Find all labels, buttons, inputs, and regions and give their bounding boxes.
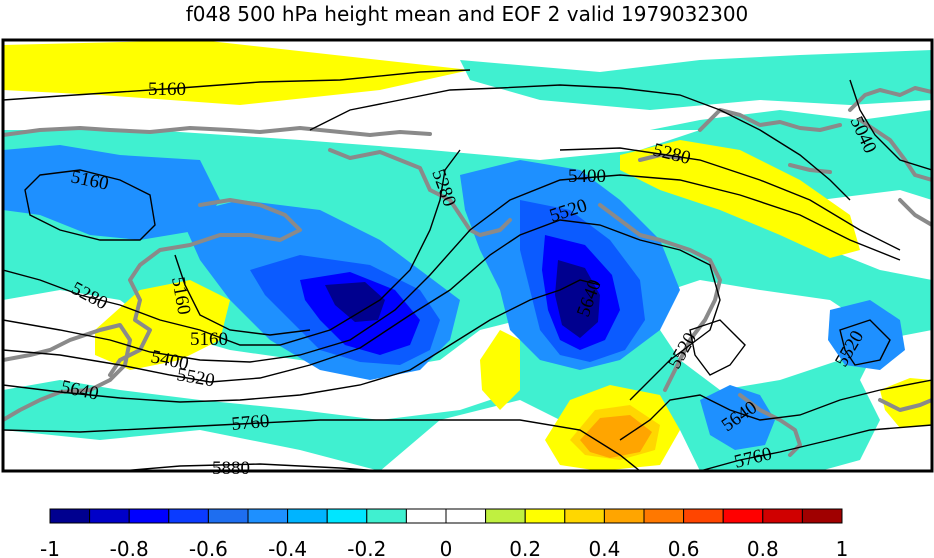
contour-layer xyxy=(3,69,932,471)
contour-label: 5160 xyxy=(190,329,228,350)
colorbar-tick-label: 1 xyxy=(836,537,849,558)
colorbar-tick-label: -0.8 xyxy=(110,537,149,558)
colorbar-swatch xyxy=(524,508,566,524)
navy-region xyxy=(555,260,600,338)
cyan-region xyxy=(460,50,932,110)
coastline-layer xyxy=(3,86,932,457)
colorbar-swatch xyxy=(128,508,170,524)
colorbar-swatch xyxy=(683,508,724,524)
colorbar-swatch xyxy=(49,508,91,524)
colorbar-tick-label: 0.2 xyxy=(509,537,541,558)
coastline xyxy=(598,203,722,392)
coastline xyxy=(848,86,932,112)
white-region xyxy=(3,95,700,160)
colorbar-tick-label: 0.4 xyxy=(588,537,620,558)
colorbar-tick-label: 0.6 xyxy=(668,537,700,558)
contour-label: 5400 xyxy=(568,166,606,187)
colorbar-swatch xyxy=(722,508,764,524)
yellow-region xyxy=(3,40,470,105)
white-region xyxy=(820,190,932,280)
height-contour-5160 xyxy=(3,69,471,101)
colorbar-swatch xyxy=(801,508,843,524)
sky-region xyxy=(3,145,220,240)
colorbar-swatch xyxy=(643,508,685,524)
colorbar-tick-label: 0 xyxy=(440,537,453,558)
coastline xyxy=(788,163,832,174)
colorbar-swatch xyxy=(247,508,289,524)
height-contour-5400 xyxy=(3,174,901,363)
yellow-region xyxy=(880,378,932,428)
colorbar-swatch xyxy=(326,508,368,524)
height-contour-5880 xyxy=(119,463,381,471)
height-contour-5520 xyxy=(689,319,746,376)
white-region xyxy=(3,430,380,471)
coastline xyxy=(698,108,842,132)
height-contour-5760 xyxy=(3,419,641,471)
colorbar-swatch xyxy=(762,508,803,524)
contour-label: 5880 xyxy=(212,458,250,479)
height-contour-5640 xyxy=(619,379,932,441)
coastline xyxy=(878,398,932,412)
anomaly-fill-layer xyxy=(3,40,932,471)
colorbar-swatch xyxy=(89,508,130,524)
height-contour-5280 xyxy=(3,149,461,346)
colorbar-swatch xyxy=(366,508,407,524)
colorbar-swatch xyxy=(207,508,249,524)
yellow-region xyxy=(480,330,520,410)
height-contour-5280 xyxy=(559,147,901,251)
height-contour-5520 xyxy=(3,219,721,401)
sky-region xyxy=(700,385,775,450)
colorbar-swatch xyxy=(405,508,447,524)
contour-label: 5760 xyxy=(231,411,271,435)
colorbar-tick-label: -0.2 xyxy=(347,537,386,558)
orange-region xyxy=(580,415,652,458)
height-contour-5160 xyxy=(309,84,851,201)
colorbar-tick-label: -1 xyxy=(40,537,60,558)
height-contour-5760 xyxy=(699,424,932,471)
height-contour-5640 xyxy=(3,279,601,403)
navy-region xyxy=(325,282,385,322)
coastline xyxy=(108,198,302,377)
colorbar-swatch xyxy=(445,508,487,524)
coastline xyxy=(858,118,932,182)
height-contour-5160 xyxy=(174,254,311,336)
colorbar-swatch xyxy=(564,508,605,524)
colorbar: -1 -0.8 -0.6 -0.4 -0.2 0 0.2 0.4 0.6 0.8 1 xyxy=(40,508,849,558)
white-region xyxy=(640,280,860,390)
coastline xyxy=(3,323,132,422)
coastline xyxy=(3,126,432,137)
height-contour-5040 xyxy=(849,79,932,171)
height-contour-5160 xyxy=(24,169,156,241)
colorbar-tick-label: -0.4 xyxy=(268,537,307,558)
coastline xyxy=(738,393,802,457)
plot-title: f048 500 hPa height mean and EOF 2 valid… xyxy=(185,2,749,26)
coastline xyxy=(898,198,932,227)
colorbar-tick-label: -0.6 xyxy=(189,537,228,558)
coastline xyxy=(638,153,682,162)
colorbar-swatch xyxy=(485,508,526,524)
yellow-region xyxy=(620,140,860,258)
map-frame xyxy=(1,38,934,473)
colorbar-tick-label: 0.8 xyxy=(747,537,779,558)
colorbar-swatch xyxy=(603,508,645,524)
height-contour-5520 xyxy=(839,319,891,366)
coastline xyxy=(328,148,512,237)
colorbar-swatch xyxy=(287,508,328,524)
colorbar-swatch xyxy=(168,508,209,524)
contour-label: 5160 xyxy=(148,79,186,100)
